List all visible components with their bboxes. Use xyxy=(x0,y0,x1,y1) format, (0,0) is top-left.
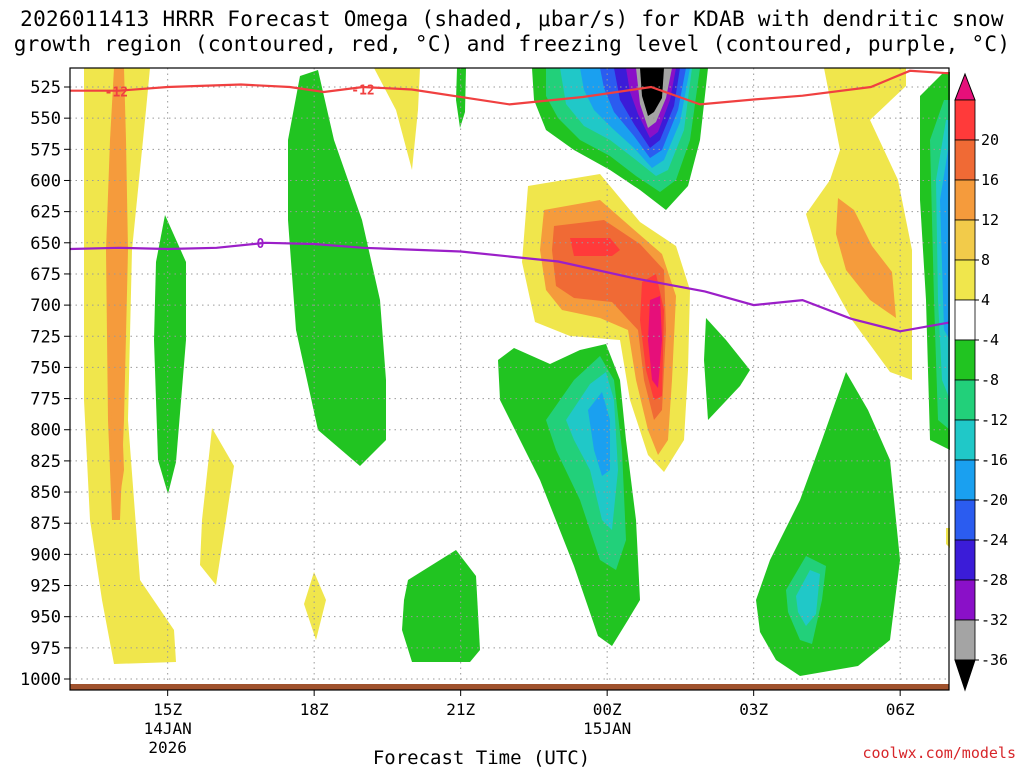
omega-region-4-8 xyxy=(84,68,176,664)
colorbar-tick-label: 12 xyxy=(981,211,999,229)
colorbar-bottom-arrow xyxy=(954,659,976,692)
colorbar-tick-label: -16 xyxy=(981,451,1008,469)
colorbar-segment xyxy=(954,419,976,461)
x-tick-label: 21Z xyxy=(446,700,475,719)
colorbar-tick-label: -4 xyxy=(981,331,999,349)
dgz-contour-line xyxy=(70,69,950,106)
y-tick-label: 875 xyxy=(30,514,61,534)
colorbar-segment xyxy=(954,179,976,221)
colorbar-tick-label: -36 xyxy=(981,651,1008,669)
colorbar-segment xyxy=(954,299,976,341)
y-tick-label: 825 xyxy=(30,452,61,472)
y-tick-label: 550 xyxy=(30,109,61,129)
colorbar-segment xyxy=(954,379,976,421)
colorbar-segment xyxy=(954,619,976,661)
y-tick-label: 775 xyxy=(30,390,61,410)
plot-grid xyxy=(70,68,949,690)
y-tick-label: 575 xyxy=(30,140,61,160)
omega-region-minus-4-8 xyxy=(756,372,900,676)
y-tick-label: 650 xyxy=(30,234,61,254)
x-tick-date-label: 14JAN xyxy=(144,719,192,738)
colorbar-segment xyxy=(954,499,976,541)
y-tick-label: 1000 xyxy=(20,670,61,690)
y-tick-label: 850 xyxy=(30,483,61,503)
y-axis: 525 550 575 600 625 650 675 700 725 750 775 800 825 8… xyxy=(20,78,70,690)
x-axis-title: Forecast Time (UTC) xyxy=(373,747,590,768)
y-tick-label: 750 xyxy=(30,358,61,378)
colorbar-tick-label: -20 xyxy=(981,491,1008,509)
colorbar-tick-label: 20 xyxy=(981,131,999,149)
x-tick-label: 18Z xyxy=(300,700,329,719)
colorbar-segment xyxy=(954,219,976,261)
omega-region-minus-4-8 xyxy=(704,318,750,420)
y-tick-label: 725 xyxy=(30,327,61,347)
omega-shading xyxy=(84,68,950,676)
y-tick-label: 625 xyxy=(30,203,61,223)
omega-region-8-12 xyxy=(836,198,896,318)
x-tick-date-label: 15JAN xyxy=(583,719,631,738)
dgz-contour-label: -12 xyxy=(105,86,128,101)
colorbar-segment xyxy=(954,459,976,501)
omega-region-4-8 xyxy=(304,572,326,640)
colorbar-tick-label: 4 xyxy=(981,291,990,309)
omega-region-below-minus-36 xyxy=(640,68,664,116)
omega-region-8-12 xyxy=(106,68,128,520)
y-tick-label: 900 xyxy=(30,545,61,565)
y-tick-label: 950 xyxy=(30,608,61,628)
colorbar-tick-label: -24 xyxy=(981,531,1008,549)
colorbar-top-arrow xyxy=(954,72,976,101)
freezing-level-label: 0 xyxy=(257,237,265,252)
colorbar-tick-label: 16 xyxy=(981,171,999,189)
omega-region-4-8 xyxy=(200,428,234,585)
colorbar-tick-label: -8 xyxy=(981,371,999,389)
omega-region-minus-16-20 xyxy=(588,392,610,476)
y-tick-label: 675 xyxy=(30,265,61,285)
y-tick-label: 600 xyxy=(30,171,61,191)
x-tick-label: 00Z xyxy=(593,700,622,719)
omega-region-minus-4-8 xyxy=(288,70,386,466)
x-tick-label: 03Z xyxy=(739,700,768,719)
colorbar-tick-label: -28 xyxy=(981,571,1008,589)
chart-title-line-2: growth region (contoured, red, °C) and f… xyxy=(13,32,1011,56)
colorbar: 20 16 12 8 4 -4 -8 -12 -16 -20 -24 -28 -32 -36 xyxy=(954,72,1008,692)
x-tick-label: 06Z xyxy=(886,700,915,719)
x-tick-year-label: 2026 xyxy=(148,738,187,757)
omega-region-8-12 xyxy=(110,410,124,510)
colorbar-segment xyxy=(954,539,976,581)
omega-region-minus-12-16 xyxy=(796,570,820,626)
omega-region-12-16 xyxy=(552,220,666,420)
colorbar-tick-label: -32 xyxy=(981,611,1008,629)
colorbar-segment xyxy=(954,339,976,381)
chart-title-line-1: 2026011413 HRRR Forecast Omega (shaded, … xyxy=(20,7,1004,31)
omega-region-minus-4-8 xyxy=(402,550,480,662)
omega-region-minus-4-8 xyxy=(154,215,186,494)
x-tick-label: 15Z xyxy=(153,700,182,719)
colorbar-segment xyxy=(954,99,976,141)
ground-surface xyxy=(70,684,949,690)
omega-region-4-8 xyxy=(374,68,420,170)
y-tick-label: 800 xyxy=(30,421,61,441)
colorbar-segment xyxy=(954,139,976,181)
colorbar-segment xyxy=(954,579,976,621)
plot-frame xyxy=(69,67,950,691)
y-tick-label: 525 xyxy=(30,78,61,98)
contour-lines: -12 -12 0 xyxy=(69,69,950,333)
y-tick-label: 975 xyxy=(30,639,61,659)
y-tick-label: 700 xyxy=(30,296,61,316)
omega-region-minus-16-20 xyxy=(940,150,950,340)
y-tick-label: 925 xyxy=(30,577,61,597)
colorbar-tick-label: 8 xyxy=(981,251,990,269)
dgz-contour-label: -12 xyxy=(351,83,374,98)
freezing-level-line xyxy=(69,241,950,333)
colorbar-segment xyxy=(954,259,976,301)
colorbar-tick-label: -12 xyxy=(981,411,1008,429)
source-credit: coolwx.com/models xyxy=(862,744,1016,762)
omega-region-20 xyxy=(648,296,662,388)
